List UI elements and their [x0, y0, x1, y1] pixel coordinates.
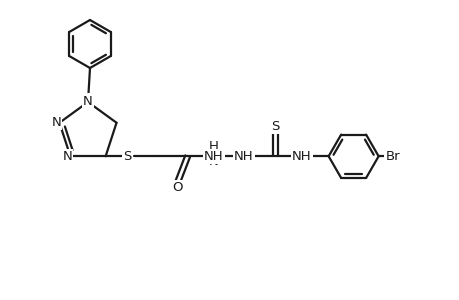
Text: O: O — [172, 181, 183, 194]
Text: N: N — [51, 116, 61, 129]
Text: NH: NH — [291, 150, 311, 163]
Text: NH: NH — [233, 150, 253, 163]
Text: Br: Br — [385, 150, 399, 163]
Text: H
N: H N — [208, 140, 218, 168]
Text: N: N — [83, 94, 93, 107]
Text: S: S — [123, 150, 132, 163]
Text: S: S — [271, 120, 279, 133]
Text: NH: NH — [203, 150, 223, 163]
Text: N: N — [62, 150, 72, 163]
